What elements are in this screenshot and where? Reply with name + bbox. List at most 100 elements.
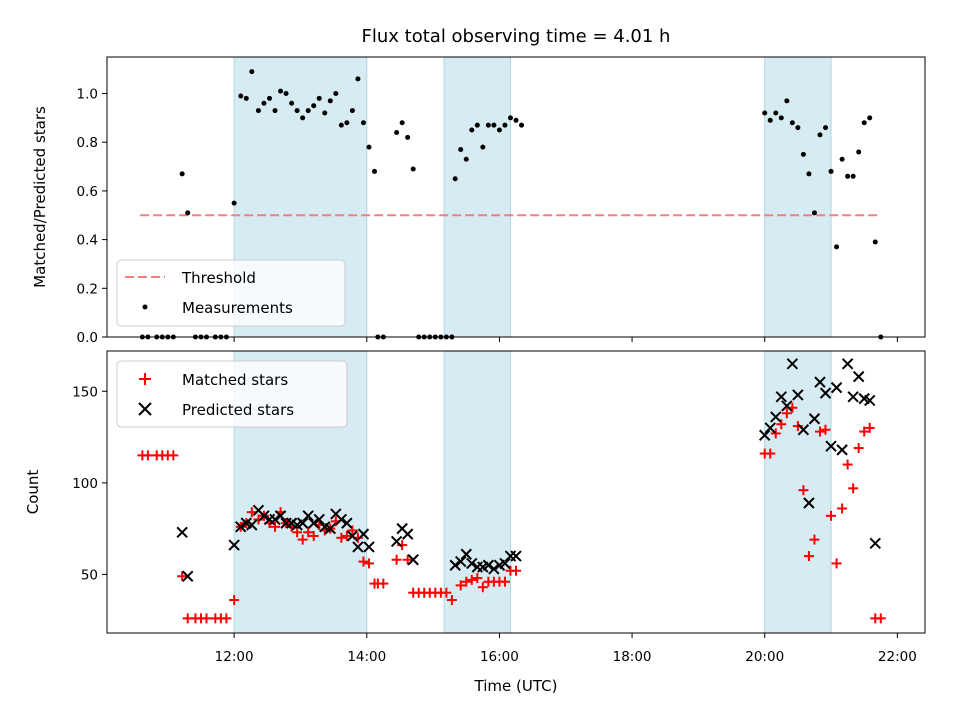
x-tick-label: 14:00: [347, 649, 386, 665]
measurement-point: [179, 171, 185, 177]
y-tick-label: 100: [72, 476, 98, 492]
measurement-point: [834, 244, 840, 250]
predicted-star-point: [449, 559, 461, 571]
predicted-star-point: [346, 530, 359, 542]
matched-star-point: [511, 565, 521, 576]
predicted-star-point: [460, 548, 472, 560]
measurement-point: [452, 176, 458, 182]
bottom-y-axis-ticks: 50 100 150: [72, 384, 107, 583]
predicted-star-point: [228, 539, 240, 551]
top-y-axis-label: Matched/Predicted stars: [31, 106, 49, 288]
matched-star-point: [397, 540, 408, 551]
matched-star-point: [308, 530, 319, 541]
top-plot-frame: [106, 56, 926, 338]
matched-legend-label: Matched stars: [182, 371, 288, 389]
predicted-star-point: [390, 535, 403, 548]
measurement-point: [845, 173, 851, 179]
matched-star-point: [864, 422, 875, 433]
measurement-point: [485, 122, 491, 128]
shaded-interval: [443, 56, 511, 338]
shaded-interval: [764, 350, 832, 634]
matched-star-point: [842, 459, 853, 470]
measurement-point: [839, 156, 845, 162]
measurements-legend-label: Measurements: [182, 299, 293, 317]
predicted-stars-points: [176, 358, 881, 582]
measurement-point: [811, 210, 817, 216]
bottom-legend: Matched stars Predicted stars: [116, 360, 348, 428]
predicted-star-point: [510, 550, 522, 562]
measurement-point: [767, 117, 773, 123]
predicted-star-point: [181, 570, 194, 582]
measurement-point: [231, 200, 237, 206]
predicted-star-point: [246, 519, 258, 531]
predicted-star-point: [852, 370, 865, 383]
measurement-point: [316, 95, 322, 101]
measurement-point: [360, 120, 366, 126]
predicted-star-point: [466, 557, 478, 570]
chart-title: Flux total observing time = 4.01 h: [362, 26, 671, 47]
top-panel: 0.0 0.2 0.4 0.6 0.8 1.0 Matched/Predicted sta…: [31, 56, 926, 346]
shaded-interval: [764, 56, 832, 338]
measurement-point: [458, 147, 464, 153]
measurement-point: [872, 239, 878, 245]
matched-star-point: [848, 483, 859, 494]
measurement-point: [305, 108, 311, 114]
x-tick-label: 16:00: [480, 649, 519, 665]
matched-star-point: [461, 576, 472, 587]
predicted-star-point: [235, 521, 247, 533]
matched-star-point: [297, 534, 308, 545]
measurement-point: [800, 151, 806, 157]
matched-star-point: [499, 576, 510, 587]
matched-star-point: [792, 421, 803, 432]
measurement-point: [474, 122, 480, 128]
matched-star-point: [303, 527, 314, 538]
matched-star-point: [477, 582, 488, 593]
top-legend: Threshold Measurements: [116, 259, 346, 327]
matched-star-point: [466, 574, 477, 585]
measurement-point: [861, 120, 867, 126]
measurement-point: [366, 144, 372, 150]
matched-star-point: [253, 514, 264, 525]
matched-star-point: [441, 587, 452, 598]
matched-star-point: [837, 503, 848, 514]
measurement-point: [405, 134, 411, 140]
measurement-point: [338, 122, 344, 128]
predicted-star-point: [825, 440, 837, 452]
measurement-point: [399, 120, 405, 126]
measurement-point: [507, 115, 513, 121]
y-tick-label: 150: [72, 384, 98, 400]
measurements-legend-marker: [142, 304, 148, 310]
predicted-star-point: [302, 510, 314, 522]
predicted-star-point: [274, 510, 287, 522]
matched-star-point: [246, 507, 257, 518]
measurement-point: [823, 125, 829, 131]
matched-star-point: [820, 424, 831, 435]
measurement-point: [344, 120, 350, 126]
matched-star-point: [378, 578, 389, 589]
matched-star-point: [336, 532, 347, 543]
matched-star-point: [177, 571, 188, 582]
predicted-star-point: [335, 513, 348, 526]
predicted-legend-label: Predicted stars: [182, 401, 294, 419]
predicted-legend-marker: [138, 402, 152, 416]
matched-star-point: [446, 595, 457, 606]
matched-star-point: [472, 573, 483, 584]
measurement-point: [795, 125, 801, 131]
measurement-point: [817, 132, 823, 138]
y-tick-label: 0.4: [77, 233, 98, 249]
top-x-axis-ticks: [233, 337, 898, 342]
measurement-point: [272, 108, 278, 114]
measurement-point: [491, 122, 497, 128]
predicted-star-point: [836, 444, 848, 456]
predicted-star-point: [797, 424, 810, 436]
measurement-point: [496, 127, 502, 133]
matched-star-point: [798, 485, 809, 496]
matched-star-point: [292, 527, 303, 538]
predicted-star-point: [363, 541, 375, 553]
y-tick-label: 0.2: [77, 281, 98, 297]
y-tick-label: 0.6: [77, 184, 98, 200]
matched-star-point: [142, 450, 153, 461]
predicted-star-point: [488, 563, 500, 575]
